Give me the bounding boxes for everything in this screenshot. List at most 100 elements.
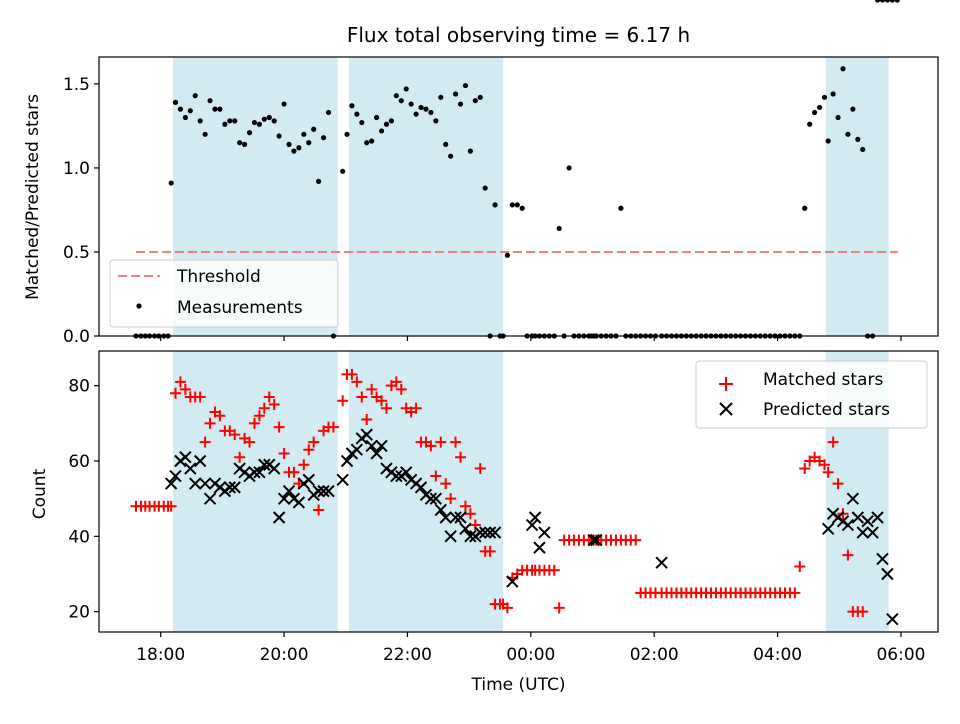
predicted-point (856, 526, 869, 539)
ratio-x-ticks (160, 336, 902, 341)
predicted-point (360, 428, 373, 441)
measurement-point (519, 205, 525, 211)
measurement-point (807, 121, 813, 127)
predicted-point (851, 511, 865, 524)
y-tick-label: 0.0 (63, 327, 90, 347)
predicted-point (841, 518, 855, 532)
matched-point (484, 545, 496, 557)
matched-point (165, 500, 177, 512)
counts-y-ticks: 20 40 60 80 (68, 377, 99, 623)
y-tick-label: 0.5 (63, 243, 90, 263)
predicted-point (272, 511, 286, 524)
predicted-point (189, 477, 202, 490)
matched-point (822, 466, 834, 478)
predicted-point (322, 484, 335, 498)
predicted-point (538, 526, 551, 539)
matched-point (630, 534, 642, 546)
predicted-point (228, 481, 241, 494)
measurement-point (457, 101, 464, 107)
predicted-point (454, 511, 467, 524)
measurement-point (383, 121, 390, 127)
ratio-legend: Threshold Measurements (109, 259, 339, 328)
measurement-point (408, 101, 414, 107)
predicted-point (375, 439, 388, 453)
measurement-point (212, 106, 218, 112)
predicted-point (277, 492, 291, 505)
predicted-point (179, 451, 192, 464)
measurement-point (192, 93, 198, 99)
matched-point (857, 606, 869, 618)
shaded-interval (348, 57, 504, 336)
measurement-point (320, 135, 327, 141)
matched-point (179, 383, 191, 395)
predicted-point (478, 526, 492, 539)
matched-point (194, 391, 206, 403)
measurement-point (286, 141, 292, 147)
chart-title: Flux total observing time = 6.17 h (347, 23, 690, 47)
measurement-point (438, 94, 444, 100)
measurement-point (374, 114, 380, 121)
measurement-point (418, 104, 424, 111)
matched-point (430, 470, 442, 482)
predicted-point (506, 575, 519, 588)
predicted-point (846, 492, 860, 505)
measurement-point (232, 118, 238, 124)
matched-point (346, 368, 358, 380)
matched-point (253, 410, 265, 422)
matched-point (278, 447, 290, 459)
matched-point (818, 459, 830, 471)
measurement-point (359, 119, 365, 126)
measurement-point (227, 118, 233, 124)
matched-point (234, 451, 246, 463)
measurement-point (349, 103, 355, 109)
measurement-point (325, 109, 332, 116)
measurement-point (879, 0, 886, 3)
matched-point (298, 459, 310, 471)
matched-point (303, 444, 315, 456)
measurement-point (821, 94, 828, 100)
predicted-point (590, 533, 603, 547)
matched-point (337, 395, 349, 407)
predicted-point (370, 447, 383, 460)
predicted-point (414, 481, 428, 494)
predicted-point (193, 454, 207, 468)
measurement-point (514, 202, 520, 208)
y-tick-label: 60 (68, 452, 90, 472)
predicted-point (464, 530, 477, 543)
matched-point (410, 402, 422, 414)
y-tick-label: 20 (68, 603, 90, 623)
x-tick-label: 18:00 (136, 645, 185, 665)
matched-point (390, 376, 402, 388)
measurement-point (894, 0, 900, 3)
matched-point (799, 463, 811, 475)
predicted-point (866, 526, 879, 539)
predicted-point (459, 522, 472, 535)
predicted-point (881, 567, 894, 581)
predicted-point (340, 454, 354, 468)
predicted-point (198, 477, 212, 490)
counts-panel: 18:00 20:00 22:00 00:00 02:00 04:00 06:00 20 40… (30, 351, 939, 695)
matched-point (263, 391, 275, 403)
predicted-point (223, 481, 236, 494)
predicted-point (483, 526, 497, 539)
measurement-point (462, 82, 469, 89)
predicted-point (169, 469, 182, 483)
measurement-point (222, 121, 228, 127)
predicted-point (282, 484, 296, 498)
predicted-point (439, 511, 452, 524)
predicted-point (253, 466, 266, 479)
predicted-point (336, 473, 349, 487)
measurement-point (172, 99, 179, 105)
measurement-point (202, 131, 208, 137)
measurement-point (448, 153, 454, 159)
measurement-point (825, 138, 831, 144)
predicted-point (258, 458, 271, 471)
matched-point (356, 391, 368, 403)
measurement-point (276, 133, 282, 139)
predicted-point (390, 469, 403, 483)
measurement-point (423, 106, 429, 112)
measurement-point (266, 114, 272, 121)
measurement-point (281, 101, 287, 107)
measurement-point (845, 131, 851, 137)
measurement-point (830, 91, 836, 97)
